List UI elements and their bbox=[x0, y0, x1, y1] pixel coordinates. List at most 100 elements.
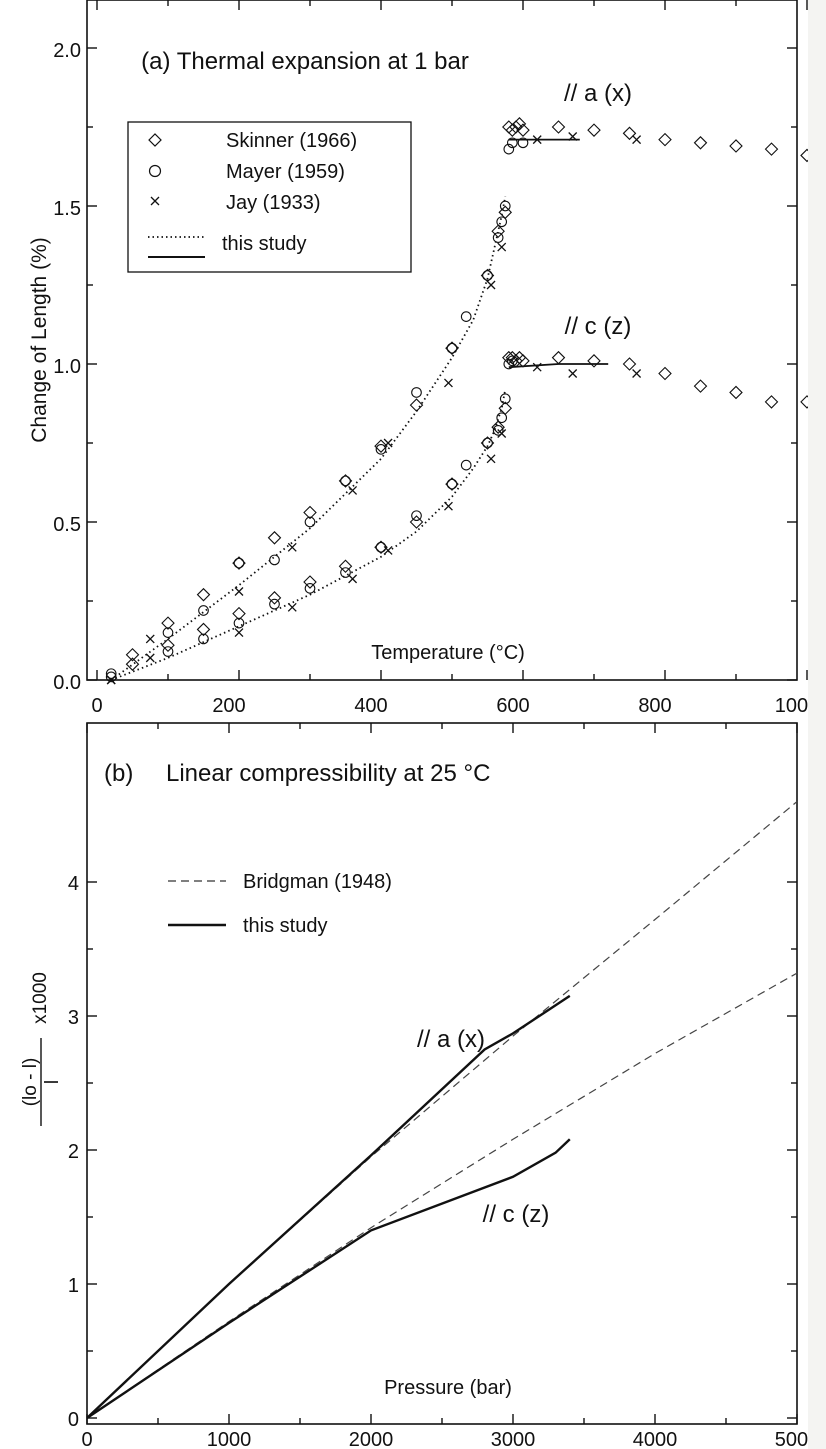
panel-a-title: (a) Thermal expansion at 1 bar bbox=[141, 48, 469, 75]
line-bridgman-1948-a bbox=[86, 801, 798, 1419]
legend-x-marker bbox=[150, 196, 160, 206]
point-skinner-1966-a bbox=[551, 120, 566, 134]
page-edge bbox=[808, 0, 826, 1449]
point-mayer-1959-a bbox=[233, 557, 245, 569]
a-xtick-600: 600 bbox=[496, 695, 529, 717]
legend-diamond-marker bbox=[148, 133, 162, 147]
point-mayer-1959-a bbox=[460, 311, 472, 322]
point-skinner-1966-a bbox=[480, 268, 495, 283]
point-jay-1933-c bbox=[497, 429, 507, 438]
b-ytick-2: 2 bbox=[68, 1141, 79, 1163]
panel-a-plot-area bbox=[105, 117, 814, 685]
point-skinner-1966-c bbox=[658, 366, 672, 381]
point-jay-1933-a bbox=[443, 378, 453, 388]
point-mayer-1959-c bbox=[411, 510, 422, 522]
panel-a-x-tick-marks bbox=[96, 0, 808, 680]
b-xtick-4000: 4000 bbox=[633, 1429, 678, 1449]
legend-label-this-study-a: this study bbox=[222, 233, 306, 255]
point-skinner-1966-a bbox=[409, 398, 424, 412]
point-mayer-1959-a bbox=[105, 668, 117, 680]
point-skinner-1966-c bbox=[498, 401, 513, 416]
point-skinner-1966-c bbox=[491, 420, 505, 434]
point-jay-1933-a bbox=[234, 587, 244, 596]
point-mayer-1959-a bbox=[162, 627, 174, 638]
panel-b-plot-area bbox=[86, 801, 798, 1419]
a-ytick-15: 1.5 bbox=[53, 198, 81, 220]
line-this-study-a bbox=[86, 994, 571, 1419]
panel-b-x-tick-marks bbox=[86, 723, 798, 1424]
point-mayer-1959-a bbox=[506, 137, 518, 149]
panel-b-series-label-c: // c (z) bbox=[483, 1201, 550, 1228]
point-jay-1933-a bbox=[383, 438, 393, 448]
b-ytick-0: 0 bbox=[68, 1409, 79, 1431]
point-skinner-1966-c bbox=[693, 379, 708, 393]
point-skinner-1966-a bbox=[622, 126, 637, 141]
point-skinner-1966-a bbox=[338, 474, 353, 488]
point-skinner-1966-a bbox=[512, 117, 527, 131]
point-jay-1933-c bbox=[568, 369, 578, 378]
panel-a-legend: Skinner (1966) Mayer (1959) Jay (1933) t… bbox=[127, 121, 412, 273]
point-jay-1933-a bbox=[632, 135, 642, 145]
panel-a-series-label-c: // c (z) bbox=[565, 313, 632, 340]
point-mayer-1959-a bbox=[198, 605, 209, 616]
point-skinner-1966-a bbox=[658, 132, 672, 147]
point-mayer-1959-c bbox=[460, 459, 472, 471]
point-skinner-1966-c bbox=[480, 436, 495, 450]
point-skinner-1966-c bbox=[516, 354, 530, 368]
b-xtick-3000: 3000 bbox=[491, 1429, 536, 1449]
point-mayer-1959-a bbox=[304, 516, 316, 528]
point-skinner-1966-a bbox=[161, 616, 175, 630]
point-jay-1933-c bbox=[348, 574, 358, 584]
point-mayer-1959-c bbox=[506, 355, 518, 367]
b-ytick-3: 3 bbox=[68, 1007, 79, 1029]
legend-label-skinner: Skinner (1966) bbox=[226, 130, 357, 152]
panel-a-y-axis-label: Change of Length (%) bbox=[28, 237, 51, 442]
y-label-denominator: l bbox=[42, 1080, 63, 1084]
panel-a-legend-box bbox=[127, 121, 412, 273]
point-mayer-1959-a bbox=[375, 443, 387, 455]
point-mayer-1959-c bbox=[496, 412, 508, 424]
point-skinner-1966-a bbox=[125, 647, 140, 662]
point-mayer-1959-c bbox=[340, 567, 351, 578]
point-mayer-1959-c bbox=[269, 598, 280, 610]
panel-b-series-label-a: // a (x) bbox=[417, 1026, 485, 1053]
a-xtick-400: 400 bbox=[354, 695, 387, 717]
panel-b-title-prefix: (b) bbox=[104, 760, 133, 787]
a-ytick-0: 0.0 bbox=[53, 672, 81, 694]
point-jay-1933-a bbox=[287, 542, 297, 552]
point-skinner-1966-c bbox=[551, 350, 566, 365]
point-mayer-1959-c bbox=[198, 633, 209, 645]
point-mayer-1959-c bbox=[482, 437, 493, 449]
panel-a-series-label-a: // a (x) bbox=[564, 80, 632, 107]
point-skinner-1966-c bbox=[587, 354, 601, 368]
point-mayer-1959-a bbox=[340, 475, 351, 487]
a-ytick-20: 2.0 bbox=[53, 40, 81, 62]
legend-label-jay: Jay (1933) bbox=[226, 192, 321, 214]
point-skinner-1966-c bbox=[267, 591, 282, 605]
point-mayer-1959-c bbox=[503, 358, 515, 370]
legend-circle-marker bbox=[148, 164, 162, 178]
point-mayer-1959-a bbox=[269, 554, 280, 566]
b-xtick-2000: 2000 bbox=[349, 1429, 394, 1449]
panel-b-y-axis-label: (lo - l) l x1000 bbox=[20, 972, 63, 1126]
point-skinner-1966-c bbox=[445, 477, 459, 491]
point-mayer-1959-a bbox=[503, 143, 515, 155]
point-skinner-1966-c bbox=[125, 657, 140, 671]
point-skinner-1966-a bbox=[303, 505, 317, 520]
point-skinner-1966-a bbox=[196, 587, 211, 602]
point-skinner-1966-a bbox=[267, 531, 282, 545]
point-skinner-1966-c bbox=[303, 575, 317, 589]
point-jay-1933-a bbox=[486, 280, 496, 290]
panel-a-x-axis-label: Temperature (°C) bbox=[371, 642, 525, 664]
point-mayer-1959-c bbox=[492, 425, 504, 436]
point-mayer-1959-c bbox=[162, 646, 174, 657]
point-skinner-1966-c bbox=[409, 515, 424, 529]
panel-b-legend: Bridgman (1948) this study bbox=[168, 871, 392, 937]
b-ytick-4: 4 bbox=[68, 873, 79, 895]
point-skinner-1966-a bbox=[764, 142, 779, 156]
a-xtick-200: 200 bbox=[212, 695, 245, 717]
a-xtick-0: 0 bbox=[91, 695, 102, 717]
b-xtick-0: 0 bbox=[81, 1429, 92, 1449]
point-mayer-1959-a bbox=[517, 137, 529, 149]
panel-a-frame bbox=[86, 0, 798, 681]
